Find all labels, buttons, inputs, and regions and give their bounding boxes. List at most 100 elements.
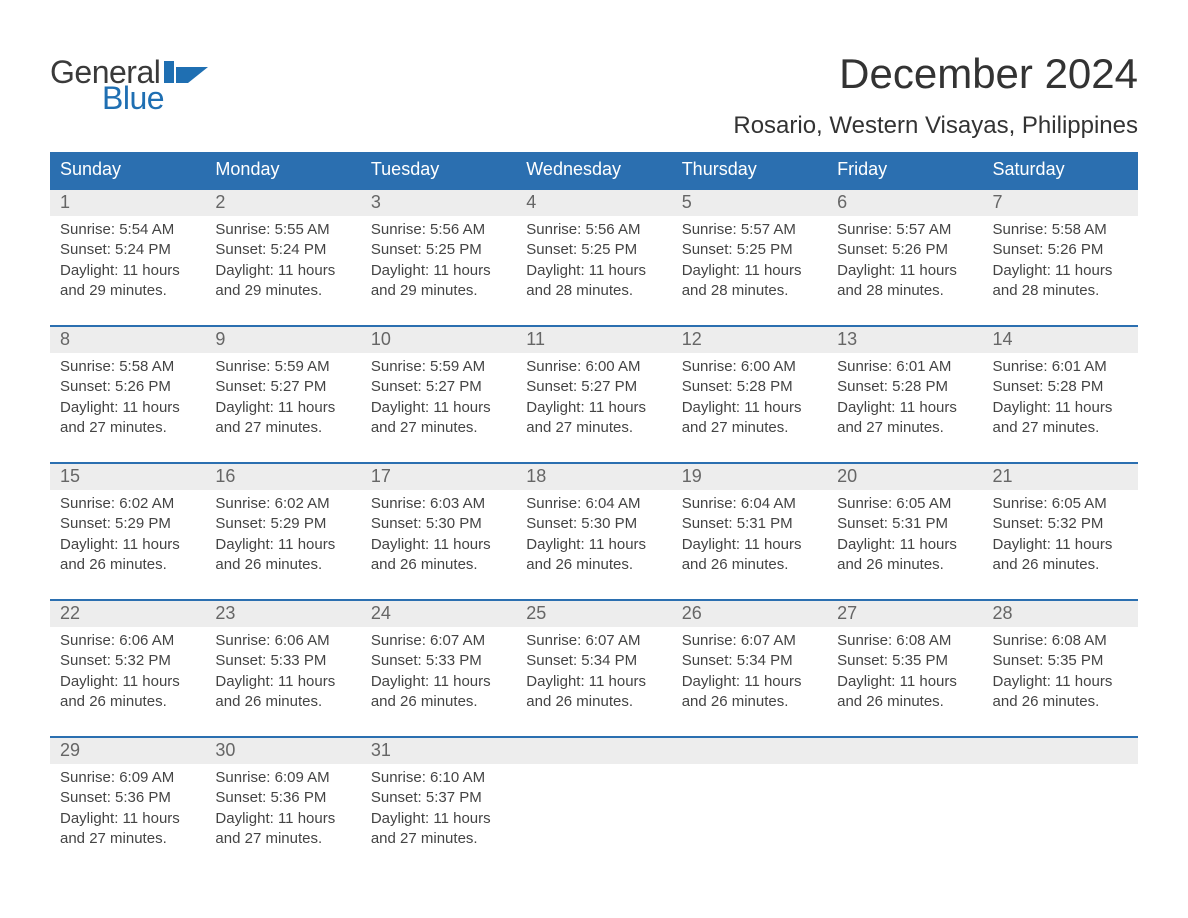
daylight-text-1: Daylight: 11 hours [682,398,817,418]
sunrise-text: Sunrise: 6:05 AM [837,494,972,514]
day-number-20: 20 [827,464,982,490]
daylight-text-1: Daylight: 11 hours [993,672,1128,692]
day-details-14: Sunrise: 6:01 AMSunset: 5:28 PMDaylight:… [983,353,1138,438]
day-details-10: Sunrise: 5:59 AMSunset: 5:27 PMDaylight:… [361,353,516,438]
week-number-row: 293031.... [50,736,1138,764]
daylight-text-1: Daylight: 11 hours [993,398,1128,418]
week-details-row: Sunrise: 5:54 AMSunset: 5:24 PMDaylight:… [50,216,1138,325]
day-number-30: 30 [205,738,360,764]
day-details-20: Sunrise: 6:05 AMSunset: 5:31 PMDaylight:… [827,490,982,575]
daylight-text-1: Daylight: 11 hours [60,809,195,829]
daylight-text-2: and 27 minutes. [215,418,350,438]
daylight-text-1: Daylight: 11 hours [215,535,350,555]
weekday-monday: Monday [205,152,360,188]
daylight-text-2: and 26 minutes. [837,555,972,575]
day-details-28: Sunrise: 6:08 AMSunset: 5:35 PMDaylight:… [983,627,1138,712]
sunrise-text: Sunrise: 6:04 AM [526,494,661,514]
day-number-17: 17 [361,464,516,490]
daylight-text-1: Daylight: 11 hours [993,535,1128,555]
week-details-row: Sunrise: 6:02 AMSunset: 5:29 PMDaylight:… [50,490,1138,599]
daylight-text-2: and 26 minutes. [215,692,350,712]
day-number-10: 10 [361,327,516,353]
week-number-row: 891011121314 [50,325,1138,353]
daylight-text-2: and 26 minutes. [371,555,506,575]
day-number-28: 28 [983,601,1138,627]
sunrise-text: Sunrise: 6:09 AM [215,768,350,788]
day-number-empty: . [516,738,671,764]
day-number-7: 7 [983,190,1138,216]
daylight-text-1: Daylight: 11 hours [526,261,661,281]
sunrise-text: Sunrise: 6:09 AM [60,768,195,788]
sunset-text: Sunset: 5:31 PM [682,514,817,534]
sunset-text: Sunset: 5:26 PM [60,377,195,397]
day-number-empty: . [672,738,827,764]
sunrise-text: Sunrise: 5:59 AM [371,357,506,377]
daylight-text-2: and 29 minutes. [371,281,506,301]
day-details-empty [983,764,1138,849]
sunset-text: Sunset: 5:32 PM [993,514,1128,534]
sunset-text: Sunset: 5:28 PM [993,377,1128,397]
day-number-12: 12 [672,327,827,353]
sunrise-text: Sunrise: 5:55 AM [215,220,350,240]
daylight-text-1: Daylight: 11 hours [837,398,972,418]
daylight-text-1: Daylight: 11 hours [993,261,1128,281]
daylight-text-2: and 26 minutes. [60,555,195,575]
sunrise-text: Sunrise: 6:02 AM [60,494,195,514]
day-number-6: 6 [827,190,982,216]
daylight-text-1: Daylight: 11 hours [682,261,817,281]
daylight-text-2: and 26 minutes. [526,555,661,575]
day-number-21: 21 [983,464,1138,490]
daylight-text-1: Daylight: 11 hours [371,261,506,281]
sunset-text: Sunset: 5:24 PM [215,240,350,260]
day-details-9: Sunrise: 5:59 AMSunset: 5:27 PMDaylight:… [205,353,360,438]
sunset-text: Sunset: 5:28 PM [837,377,972,397]
week-details-row: Sunrise: 5:58 AMSunset: 5:26 PMDaylight:… [50,353,1138,462]
sunrise-text: Sunrise: 6:08 AM [993,631,1128,651]
daylight-text-2: and 27 minutes. [60,418,195,438]
day-number-16: 16 [205,464,360,490]
day-details-empty [672,764,827,849]
sunset-text: Sunset: 5:32 PM [60,651,195,671]
sunrise-text: Sunrise: 6:01 AM [993,357,1128,377]
weekday-thursday: Thursday [672,152,827,188]
daylight-text-1: Daylight: 11 hours [215,261,350,281]
week-number-row: 22232425262728 [50,599,1138,627]
sunset-text: Sunset: 5:25 PM [682,240,817,260]
sunset-text: Sunset: 5:34 PM [526,651,661,671]
day-number-4: 4 [516,190,671,216]
daylight-text-2: and 26 minutes. [60,692,195,712]
sunset-text: Sunset: 5:26 PM [993,240,1128,260]
daylight-text-2: and 27 minutes. [682,418,817,438]
daylight-text-2: and 28 minutes. [837,281,972,301]
day-details-empty [827,764,982,849]
daylight-text-2: and 26 minutes. [215,555,350,575]
sunset-text: Sunset: 5:34 PM [682,651,817,671]
sunset-text: Sunset: 5:31 PM [837,514,972,534]
day-details-8: Sunrise: 5:58 AMSunset: 5:26 PMDaylight:… [50,353,205,438]
day-number-29: 29 [50,738,205,764]
sunset-text: Sunset: 5:26 PM [837,240,972,260]
sunset-text: Sunset: 5:33 PM [215,651,350,671]
sunset-text: Sunset: 5:35 PM [837,651,972,671]
sunrise-text: Sunrise: 6:01 AM [837,357,972,377]
daylight-text-2: and 27 minutes. [60,829,195,849]
daylight-text-2: and 26 minutes. [993,555,1128,575]
daylight-text-1: Daylight: 11 hours [682,535,817,555]
daylight-text-2: and 26 minutes. [526,692,661,712]
day-details-17: Sunrise: 6:03 AMSunset: 5:30 PMDaylight:… [361,490,516,575]
sunset-text: Sunset: 5:27 PM [371,377,506,397]
day-details-13: Sunrise: 6:01 AMSunset: 5:28 PMDaylight:… [827,353,982,438]
day-details-18: Sunrise: 6:04 AMSunset: 5:30 PMDaylight:… [516,490,671,575]
sunrise-text: Sunrise: 5:57 AM [682,220,817,240]
sunset-text: Sunset: 5:24 PM [60,240,195,260]
day-number-9: 9 [205,327,360,353]
daylight-text-1: Daylight: 11 hours [215,672,350,692]
sunrise-text: Sunrise: 6:06 AM [60,631,195,651]
day-details-25: Sunrise: 6:07 AMSunset: 5:34 PMDaylight:… [516,627,671,712]
sunrise-text: Sunrise: 6:08 AM [837,631,972,651]
day-number-25: 25 [516,601,671,627]
daylight-text-1: Daylight: 11 hours [215,809,350,829]
day-details-19: Sunrise: 6:04 AMSunset: 5:31 PMDaylight:… [672,490,827,575]
daylight-text-2: and 28 minutes. [682,281,817,301]
sunrise-text: Sunrise: 6:04 AM [682,494,817,514]
